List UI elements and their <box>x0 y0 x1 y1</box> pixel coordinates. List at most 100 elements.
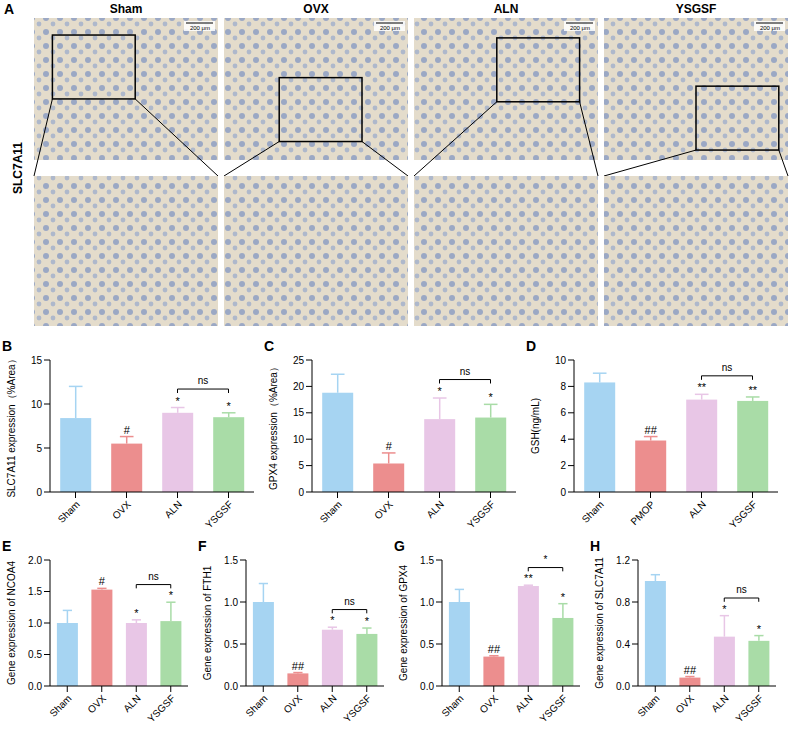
svg-text:ns: ns <box>198 375 209 386</box>
svg-text:1.0: 1.0 <box>420 597 434 608</box>
svg-text:2.0: 2.0 <box>28 555 42 566</box>
svg-text:0.5: 0.5 <box>28 649 42 660</box>
svg-text:1.5: 1.5 <box>420 555 434 566</box>
svg-text:Sham: Sham <box>580 499 606 525</box>
svg-text:ALN: ALN <box>317 693 339 715</box>
svg-text:0.0: 0.0 <box>224 681 238 692</box>
svg-text:6: 6 <box>560 407 566 418</box>
svg-text:0.5: 0.5 <box>224 639 238 650</box>
svg-text:4: 4 <box>560 434 566 445</box>
svg-text:*: * <box>489 391 494 403</box>
svg-text:ALN: ALN <box>709 693 731 715</box>
svg-text:5: 5 <box>298 460 304 471</box>
svg-text:0: 0 <box>560 487 566 498</box>
svg-text:*: * <box>169 589 174 601</box>
svg-text:0.0: 0.0 <box>28 681 42 692</box>
svg-text:YSGSF: YSGSF <box>145 693 177 725</box>
svg-text:*: * <box>227 400 232 412</box>
svg-text:##: ## <box>684 664 697 676</box>
svg-text:YSGSF: YSGSF <box>676 2 717 16</box>
svg-text:*: * <box>176 395 181 407</box>
svg-text:0: 0 <box>298 487 304 498</box>
svg-text:0: 0 <box>36 487 42 498</box>
svg-text:#: # <box>99 575 106 587</box>
svg-text:**: ** <box>697 381 706 393</box>
svg-text:200 μm: 200 μm <box>760 25 780 31</box>
svg-text:10: 10 <box>555 355 567 366</box>
svg-text:8: 8 <box>560 381 566 392</box>
svg-text:0.4: 0.4 <box>616 639 630 650</box>
svg-text:OVX: OVX <box>303 2 328 16</box>
svg-text:*: * <box>438 385 443 397</box>
svg-text:PMOP: PMOP <box>628 498 657 527</box>
svg-text:ns: ns <box>722 362 733 373</box>
svg-text:0.0: 0.0 <box>616 681 630 692</box>
svg-text:ALN: ALN <box>686 499 708 521</box>
svg-text:SLC7A11: SLC7A11 <box>11 142 25 194</box>
svg-text:*: * <box>330 614 335 626</box>
svg-text:YSGSF: YSGSF <box>341 693 373 725</box>
svg-text:1.5: 1.5 <box>224 555 238 566</box>
svg-text:1.2: 1.2 <box>616 555 630 566</box>
svg-text:200 μm: 200 μm <box>570 25 590 31</box>
svg-text:ns: ns <box>736 584 747 595</box>
svg-text:Sham: Sham <box>110 2 143 16</box>
svg-text:##: ## <box>645 424 658 436</box>
svg-text:OVX: OVX <box>477 692 500 715</box>
svg-text:ns: ns <box>344 596 355 607</box>
svg-text:Sham: Sham <box>439 693 465 719</box>
svg-text:##: ## <box>488 643 501 655</box>
svg-text:YSGSF: YSGSF <box>727 499 759 531</box>
svg-text:Sham: Sham <box>47 693 73 719</box>
svg-text:Gene expression of GPX4: Gene expression of GPX4 <box>398 564 409 681</box>
svg-text:YSGSF: YSGSF <box>733 693 765 725</box>
svg-text:OVX: OVX <box>372 498 395 521</box>
svg-text:15: 15 <box>31 355 43 366</box>
svg-text:20: 20 <box>293 381 305 392</box>
svg-text:YSGSF: YSGSF <box>203 499 235 531</box>
svg-text:1.0: 1.0 <box>28 618 42 629</box>
svg-text:200 μm: 200 μm <box>190 25 210 31</box>
svg-text:Gene expression of FTH1: Gene expression of FTH1 <box>202 565 213 680</box>
svg-text:#: # <box>124 424 131 436</box>
svg-text:Gene expression of SLC7A11: Gene expression of SLC7A11 <box>594 557 605 689</box>
svg-text:ALN: ALN <box>513 693 535 715</box>
svg-text:#: # <box>386 440 393 452</box>
svg-text:2: 2 <box>560 460 566 471</box>
svg-text:ALN: ALN <box>494 2 519 16</box>
svg-text:1.5: 1.5 <box>28 586 42 597</box>
svg-text:SLC7A11 expression（%Area）: SLC7A11 expression（%Area） <box>6 354 17 497</box>
svg-text:10: 10 <box>293 434 305 445</box>
svg-text:Gene expression of NCOA4: Gene expression of NCOA4 <box>6 561 17 685</box>
svg-text:**: ** <box>524 572 533 584</box>
svg-text:ALN: ALN <box>424 499 446 521</box>
svg-text:GSH(ng/mL): GSH(ng/mL) <box>530 398 541 454</box>
svg-text:GPX4 expression（%Area）: GPX4 expression（%Area） <box>268 362 279 490</box>
svg-text:ALN: ALN <box>162 499 184 521</box>
svg-text:*: * <box>544 554 548 565</box>
svg-text:YSGSF: YSGSF <box>465 499 497 531</box>
svg-text:0.8: 0.8 <box>616 597 630 608</box>
svg-text:##: ## <box>292 660 305 672</box>
svg-text:*: * <box>757 623 762 635</box>
svg-text:0.0: 0.0 <box>420 681 434 692</box>
svg-text:*: * <box>134 607 139 619</box>
svg-text:25: 25 <box>293 355 305 366</box>
svg-text:*: * <box>365 615 370 627</box>
svg-text:Sham: Sham <box>56 499 82 525</box>
svg-text:10: 10 <box>31 399 43 410</box>
svg-text:YSGSF: YSGSF <box>537 693 569 725</box>
svg-text:OVX: OVX <box>85 692 108 715</box>
svg-text:Sham: Sham <box>243 693 269 719</box>
svg-text:1.0: 1.0 <box>224 597 238 608</box>
svg-text:OVX: OVX <box>110 498 133 521</box>
svg-text:A: A <box>4 1 14 17</box>
svg-text:Sham: Sham <box>635 693 661 719</box>
svg-text:0.5: 0.5 <box>420 639 434 650</box>
svg-text:Sham: Sham <box>318 499 344 525</box>
svg-text:OVX: OVX <box>673 692 696 715</box>
svg-text:**: ** <box>748 384 757 396</box>
svg-text:200 μm: 200 μm <box>380 25 400 31</box>
svg-text:ns: ns <box>148 571 159 582</box>
svg-text:15: 15 <box>293 407 305 418</box>
